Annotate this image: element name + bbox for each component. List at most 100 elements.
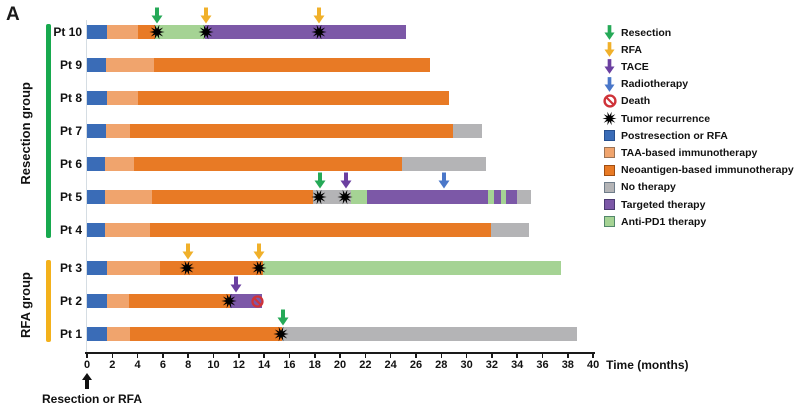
bar-segment-no_therapy bbox=[402, 157, 486, 171]
resection-arrow-icon bbox=[277, 309, 289, 326]
bar-segment-antipd1 bbox=[351, 190, 367, 204]
death-icon bbox=[251, 294, 264, 308]
legend-no_therapy-icon bbox=[601, 181, 618, 193]
x-axis-tick-label: 16 bbox=[283, 359, 296, 371]
bar-segment-postresection bbox=[87, 124, 106, 138]
legend-swatch-no_therapy bbox=[604, 181, 615, 193]
x-axis-tick bbox=[111, 353, 114, 358]
patient-label: Pt 7 bbox=[59, 124, 82, 138]
x-axis-tick bbox=[136, 353, 139, 358]
x-axis-tick bbox=[187, 353, 189, 358]
x-axis-tick-label: 10 bbox=[207, 359, 220, 371]
legend-label: Resection bbox=[621, 26, 672, 39]
legend-item-no_therapy: No therapy bbox=[601, 180, 676, 195]
bar-segment-neoantigen bbox=[160, 261, 263, 275]
patient-label: Pt 4 bbox=[59, 223, 82, 237]
bar-segment-antipd1 bbox=[500, 190, 506, 204]
bar-segment-taa bbox=[107, 25, 138, 39]
patient-label: Pt 3 bbox=[59, 261, 82, 275]
legend-label: Neoantigen-based immunotherapy bbox=[621, 164, 794, 177]
bar-segment-postresection bbox=[87, 58, 106, 72]
legend-label: TAA-based immunotherapy bbox=[621, 146, 758, 159]
x-axis-tick-label: 4 bbox=[134, 359, 141, 371]
x-axis-tick-label: 18 bbox=[308, 359, 321, 371]
x-axis-tick-label: 40 bbox=[586, 359, 600, 371]
x-axis-tick-label: 38 bbox=[561, 359, 574, 371]
tumor-recurrence-icon bbox=[337, 189, 353, 205]
rfa-arrow-icon bbox=[253, 243, 265, 260]
bar-segment-neoantigen bbox=[128, 294, 230, 308]
resection-arrow-icon bbox=[314, 172, 326, 189]
rfa-arrow-icon bbox=[182, 243, 194, 260]
legend-resection-icon bbox=[601, 25, 618, 40]
rfa-arrow-icon bbox=[313, 7, 325, 24]
x-axis-tick bbox=[212, 353, 215, 358]
tumor-recurrence-icon bbox=[272, 326, 289, 342]
x-axis-tick-label: 34 bbox=[511, 359, 524, 371]
tace-arrow-icon bbox=[230, 276, 242, 293]
bar-segment-antipd1 bbox=[155, 25, 205, 39]
x-axis-tick bbox=[491, 353, 493, 358]
legend-death-icon bbox=[601, 94, 618, 108]
x-axis-tick bbox=[592, 353, 594, 358]
legend-label: Radiotherapy bbox=[621, 78, 689, 91]
x-axis-tick bbox=[288, 353, 291, 358]
bar-segment-taa bbox=[104, 157, 134, 171]
x-axis-tick bbox=[364, 353, 367, 358]
legend-tace-icon bbox=[601, 59, 618, 75]
legend-taa-icon bbox=[601, 147, 618, 159]
tumor-recurrence-icon bbox=[179, 260, 195, 276]
legend-swatch-postresection bbox=[604, 130, 615, 142]
tumor-recurrence-icon bbox=[251, 260, 267, 276]
legend-item-death: Death bbox=[601, 94, 650, 109]
bar-segment-no_therapy bbox=[490, 223, 529, 237]
tumor-recurrence-icon bbox=[148, 24, 165, 40]
bar-segment-targeted bbox=[505, 190, 518, 204]
legend-radiotherapy-icon bbox=[601, 76, 618, 92]
bar-segment-postresection bbox=[87, 261, 108, 275]
x-axis-tick-label: 12 bbox=[232, 359, 245, 371]
x-axis-tick-label: 24 bbox=[384, 359, 397, 371]
x-axis-tick bbox=[238, 353, 240, 358]
x-axis-tick-label: 28 bbox=[435, 359, 448, 371]
legend-swatch-targeted bbox=[604, 199, 615, 210]
tumor-recurrence-icon bbox=[310, 189, 327, 205]
legend-item-neoantigen: Neoantigen-based immunotherapy bbox=[601, 163, 794, 178]
bar-segment-postresection bbox=[87, 294, 108, 308]
x-axis-tick bbox=[389, 353, 392, 358]
bar-segment-taa bbox=[104, 190, 152, 204]
legend-label: Death bbox=[621, 95, 651, 108]
legend-antipd1-icon bbox=[601, 216, 618, 228]
legend-item-rfa: RFA bbox=[601, 42, 642, 58]
group-label: Resection group bbox=[18, 82, 33, 185]
x-axis-tick-label: 26 bbox=[409, 359, 423, 371]
legend-swatch-antipd1 bbox=[604, 216, 615, 228]
radiotherapy-arrow-icon bbox=[438, 172, 450, 189]
x-axis-tick bbox=[541, 353, 544, 358]
bar-segment-no_therapy bbox=[281, 327, 577, 341]
bar-segment-postresection bbox=[87, 157, 105, 171]
legend-item-recurrence: Tumor recurrence bbox=[601, 111, 710, 126]
bar-segment-taa bbox=[107, 261, 161, 275]
legend-item-taa: TAA-based immunotherapy bbox=[601, 145, 757, 160]
x-axis-tick-label: 30 bbox=[460, 359, 473, 371]
x-axis-tick bbox=[314, 353, 316, 358]
bar-segment-postresection bbox=[87, 327, 108, 341]
patient-label: Pt 10 bbox=[53, 25, 82, 39]
x-axis-tick bbox=[339, 353, 341, 358]
x-axis-tick bbox=[440, 353, 443, 358]
rfa-arrow-icon bbox=[200, 7, 212, 24]
bar-segment-neoantigen bbox=[130, 327, 282, 341]
legend-item-tace: TACE bbox=[601, 59, 649, 75]
bar-segment-taa bbox=[105, 124, 130, 138]
legend-label: Tumor recurrence bbox=[621, 112, 711, 125]
bar-segment-neoantigen bbox=[130, 124, 453, 138]
bar-segment-taa bbox=[107, 327, 130, 341]
x-axis-tick-label: 36 bbox=[536, 359, 549, 371]
bar-segment-neoantigen bbox=[137, 25, 156, 39]
plot-left-guide-line bbox=[86, 20, 87, 352]
bar-segment-neoantigen bbox=[150, 223, 491, 237]
patient-label: Pt 2 bbox=[59, 294, 82, 308]
x-axis-tick-label: 0 bbox=[83, 359, 91, 371]
